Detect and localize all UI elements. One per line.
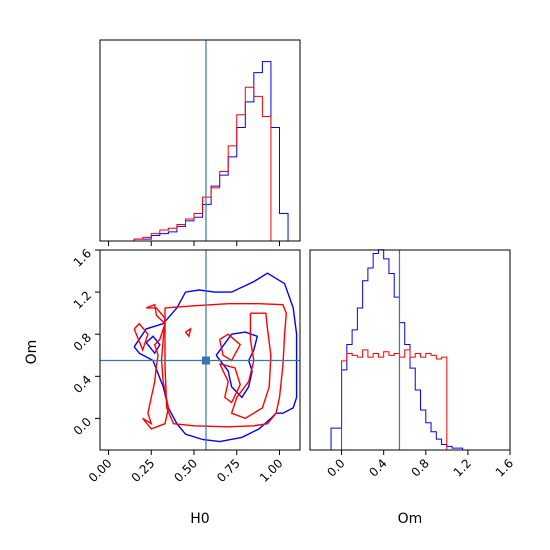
x-axis-label-h0: H0 xyxy=(190,511,209,527)
panel-2d-frame xyxy=(99,249,301,451)
contour-blue-1 xyxy=(215,331,259,399)
x-axis-label-om: Om xyxy=(398,511,423,527)
contour-red-0 xyxy=(164,303,288,428)
x-axis-h0-tick-label: 0.00 xyxy=(86,456,115,485)
y-axis-om-tick-label: 0.8 xyxy=(71,330,94,353)
y-axis-om-tick-label: 0.0 xyxy=(71,415,94,438)
contour-red-2 xyxy=(133,322,149,353)
contour-red-6 xyxy=(219,363,241,404)
y-axis-om-tick-label: 1.6 xyxy=(71,246,94,269)
panel-h0-hist-frame xyxy=(99,39,301,242)
hist-om-series-red xyxy=(331,349,484,451)
contour-blue-0 xyxy=(133,272,298,443)
y-axis-label-om: Om xyxy=(24,340,40,365)
hist-h0-series-red xyxy=(108,86,297,242)
panel-om-hist-frame xyxy=(309,249,511,451)
hist-h0-series-blue xyxy=(108,61,297,242)
truth-marker xyxy=(201,356,210,365)
x-axis-om-tick-label: 0.0 xyxy=(324,456,347,479)
x-axis-om-tick-label: 1.6 xyxy=(493,456,516,479)
hist-om-series-blue xyxy=(330,249,484,451)
panel-2d-contour: 0.00 0.25 0.50 0.75 1.00 0.00.40.81.21.6 H0 … xyxy=(24,246,301,527)
panel-h0-hist xyxy=(99,39,301,246)
contour-blue-2 xyxy=(145,335,161,355)
contour-red-3 xyxy=(230,312,272,420)
x-axis-h0-tick-label: 1.00 xyxy=(257,456,286,485)
x-axis-h0-tick-label: 0.50 xyxy=(171,456,200,485)
x-axis-om-tick-label: 1.2 xyxy=(451,456,474,479)
x-axis-h0-tick-label: 0.25 xyxy=(129,456,158,485)
contour-red-1 xyxy=(142,303,170,430)
contour-red-5 xyxy=(184,327,192,338)
x-axis-h0-tick-label: 0.75 xyxy=(214,456,243,485)
panel-om-hist: 0.0 0.4 0.8 1.2 1.6 Om xyxy=(309,249,516,527)
x-axis-om-tick-label: 0.4 xyxy=(366,456,389,479)
y-axis-om-tick-label: 1.2 xyxy=(71,288,94,311)
contour-red-4 xyxy=(219,333,242,362)
x-axis-om-tick-label: 0.8 xyxy=(409,456,432,479)
y-axis-om-tick-label: 0.4 xyxy=(71,373,94,396)
